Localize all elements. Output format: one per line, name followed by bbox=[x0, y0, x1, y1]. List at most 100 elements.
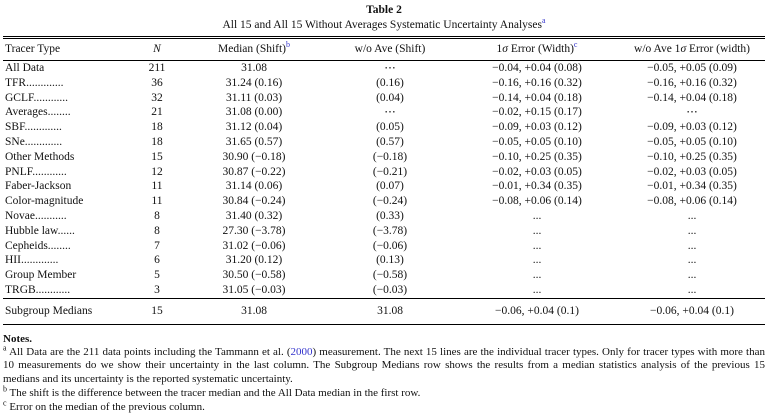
column-header-1sigma-error: 1σ Error (Width)c bbox=[455, 37, 619, 61]
cell-wo-ave-shift: (−0.03) bbox=[372, 283, 408, 296]
cell-wo-ave-1sigma-error: ... bbox=[687, 224, 697, 237]
table-number: Table 2 bbox=[366, 4, 402, 16]
cell-wo-ave-shift: ⋯ bbox=[384, 106, 396, 119]
cell-tracer-type: Hubble law...... bbox=[5, 224, 75, 237]
cell-n: 7 bbox=[154, 239, 160, 252]
cell-wo-ave-shift: ⋯ bbox=[384, 62, 396, 74]
cell-wo-ave-1sigma-error: −0.10, +0.25 (0.35) bbox=[647, 150, 737, 163]
cell-1sigma-error: −0.04, +0.04 (0.08) bbox=[492, 62, 582, 74]
systematic-uncertainty-table: Tracer Type N Median (Shift)b w/o Ave (Shif… bbox=[3, 36, 765, 325]
cell-n: 11 bbox=[151, 195, 163, 208]
table-row: SBF............. 18 31.12 (0.04) (0.05) −0.0… bbox=[3, 120, 765, 135]
cell-1sigma-error: −0.16, +0.16 (0.32) bbox=[492, 76, 582, 89]
cell-tracer-type: Faber-Jackson bbox=[5, 180, 72, 193]
table-row: TFR............. 36 31.24 (0.16) (0.16) −0.1… bbox=[3, 76, 765, 91]
cell-median-shift: 31.20 (0.12) bbox=[225, 254, 283, 267]
cell-median-shift: 30.90 (−0.18) bbox=[222, 150, 286, 163]
cell-n: 11 bbox=[151, 180, 163, 193]
cell-median-shift: 31.05 (−0.03) bbox=[222, 283, 286, 296]
cell-wo-ave-1sigma-error: ... bbox=[687, 269, 697, 282]
cell-tracer-type: PNLF............ bbox=[5, 165, 67, 178]
table-row: Novae........... 8 31.40 (0.32) (0.33).....… bbox=[3, 209, 765, 224]
cell-wo-ave-1sigma-error: −0.05, +0.05 (0.09) bbox=[647, 62, 737, 74]
cell-tracer-type: Averages........ bbox=[5, 106, 71, 119]
footnote-ref-a[interactable]: a bbox=[541, 16, 546, 26]
cell-1sigma-error: −0.10, +0.25 (0.35) bbox=[492, 150, 582, 163]
footnote-ref-c[interactable]: c bbox=[573, 40, 578, 50]
cell-wo-ave-shift: (0.05) bbox=[376, 121, 404, 134]
cell-n: 3 bbox=[154, 283, 160, 296]
cell-wo-ave-shift: (0.07) bbox=[376, 180, 404, 193]
table-row: TRGB............ 3 31.05 (−0.03) (−0.03)...… bbox=[3, 283, 765, 298]
cell-tracer-type: All Data bbox=[5, 62, 45, 74]
cell-wo-ave-1sigma-error: −0.08, +0.06 (0.14) bbox=[647, 195, 737, 208]
citation-link[interactable]: 2000 bbox=[290, 345, 313, 358]
table-row: Cepheids........ 7 31.02 (−0.06) (−0.06)...… bbox=[3, 239, 765, 254]
cell-n: 21 bbox=[151, 106, 163, 119]
cell-1sigma-error: −0.02, +0.15 (0.17) bbox=[492, 106, 582, 119]
cell-1sigma-error: ... bbox=[532, 283, 542, 296]
cell-n: 211 bbox=[148, 62, 166, 74]
cell-1sigma-error: ... bbox=[532, 209, 542, 222]
cell-tracer-type: HII............. bbox=[5, 254, 59, 267]
cell-median-shift: 31.08 bbox=[183, 297, 325, 325]
cell-wo-ave-1sigma-error: ... bbox=[687, 239, 697, 252]
table-title-text: All 15 and All 15 Without Averages Syste… bbox=[222, 19, 542, 31]
table-row: Hubble law...... 8 27.30 (−3.78) (−3.78)...… bbox=[3, 224, 765, 239]
cell-1sigma-error: −0.02, +0.03 (0.05) bbox=[492, 165, 582, 178]
table-row: Color-magnitude 11 30.84 (−0.24) (−0.24) −0.… bbox=[3, 194, 765, 209]
cell-wo-ave-1sigma-error: −0.14, +0.04 (0.18) bbox=[647, 91, 737, 104]
subgroup-medians-row: Subgroup Medians 15 31.08 31.08 −0.06, +0.04… bbox=[3, 297, 765, 325]
cell-wo-ave-1sigma-error: −0.05, +0.05 (0.10) bbox=[647, 135, 737, 148]
column-header-wo-ave-1sigma-error: w/o Ave 1σ Error (width) bbox=[619, 37, 765, 61]
cell-n: 15 bbox=[131, 297, 183, 325]
cell-n: 6 bbox=[154, 254, 160, 267]
table-row: GCLF............ 32 31.11 (0.03) (0.04) −0.1… bbox=[3, 91, 765, 106]
cell-tracer-type: Color-magnitude bbox=[5, 195, 84, 208]
cell-n: 32 bbox=[151, 91, 163, 104]
cell-median-shift: 30.87 (−0.22) bbox=[222, 165, 286, 178]
cell-1sigma-error: −0.14, +0.04 (0.18) bbox=[492, 91, 582, 104]
cell-median-shift: 27.30 (−3.78) bbox=[222, 224, 286, 237]
cell-median-shift: 31.02 (−0.06) bbox=[222, 239, 286, 252]
table-row: Averages........ 21 31.08 (0.00) ⋯ −0.02, +0… bbox=[3, 105, 765, 120]
cell-n: 18 bbox=[151, 135, 163, 148]
cell-n: 8 bbox=[154, 209, 160, 222]
table-header: Tracer Type N Median (Shift)b w/o Ave (Shif… bbox=[3, 37, 765, 61]
cell-median-shift: 31.65 (0.57) bbox=[225, 135, 283, 148]
cell-wo-ave-shift: (0.57) bbox=[376, 135, 404, 148]
cell-wo-ave-1sigma-error: ... bbox=[687, 283, 697, 296]
cell-wo-ave-shift: (0.16) bbox=[376, 76, 404, 89]
table-row: Group Member 5 30.50 (−0.58) (−0.58)...... bbox=[3, 268, 765, 283]
column-header-tracer-type: Tracer Type bbox=[3, 37, 131, 61]
cell-wo-ave-shift: (−0.18) bbox=[372, 150, 408, 163]
cell-n: 18 bbox=[151, 121, 163, 134]
footnote-ref-b[interactable]: b bbox=[286, 40, 291, 50]
footnote-b: b The shift is the difference between th… bbox=[3, 384, 421, 399]
header-row: Tracer Type N Median (Shift)b w/o Ave (Shif… bbox=[3, 37, 765, 61]
column-header-median-shift: Median (Shift)b bbox=[183, 37, 325, 61]
table-summary: Subgroup Medians 15 31.08 31.08 −0.06, +0.04… bbox=[3, 297, 765, 325]
cell-median-shift: 31.11 (0.03) bbox=[225, 91, 283, 104]
cell-1sigma-error: −0.01, +0.34 (0.35) bbox=[492, 180, 582, 193]
cell-1sigma-error: −0.06, +0.04 (0.1) bbox=[455, 297, 619, 325]
table-title: All 15 and All 15 Without Averages Syste… bbox=[3, 16, 765, 32]
cell-tracer-type: Novae........... bbox=[5, 209, 67, 222]
cell-n: 36 bbox=[151, 76, 163, 89]
table-body: All Data 211 31.08 ⋯ −0.04, +0.04 (0.08) −0.0… bbox=[3, 61, 765, 299]
cell-tracer-type: Group Member bbox=[5, 269, 77, 282]
notes-heading: Notes. bbox=[3, 332, 33, 345]
cell-wo-ave-shift: (0.33) bbox=[376, 209, 404, 222]
cell-wo-ave-shift: 31.08 bbox=[325, 297, 455, 325]
cell-tracer-type: SNe............. bbox=[5, 135, 63, 148]
cell-wo-ave-shift: (−0.58) bbox=[372, 269, 408, 282]
table-row: Other Methods 15 30.90 (−0.18) (−0.18) −0.10… bbox=[3, 150, 765, 165]
cell-wo-ave-1sigma-error: ... bbox=[687, 209, 697, 222]
cell-median-shift: 31.12 (0.04) bbox=[225, 121, 283, 134]
column-header-n: N bbox=[131, 37, 183, 61]
table-row: Faber-Jackson 11 31.14 (0.06) (0.07) −0.01, … bbox=[3, 179, 765, 194]
cell-tracer-type: TRGB............ bbox=[5, 283, 71, 296]
cell-wo-ave-shift: (0.04) bbox=[376, 91, 404, 104]
cell-tracer-type: SBF............. bbox=[5, 121, 62, 134]
cell-1sigma-error: ... bbox=[532, 224, 542, 237]
